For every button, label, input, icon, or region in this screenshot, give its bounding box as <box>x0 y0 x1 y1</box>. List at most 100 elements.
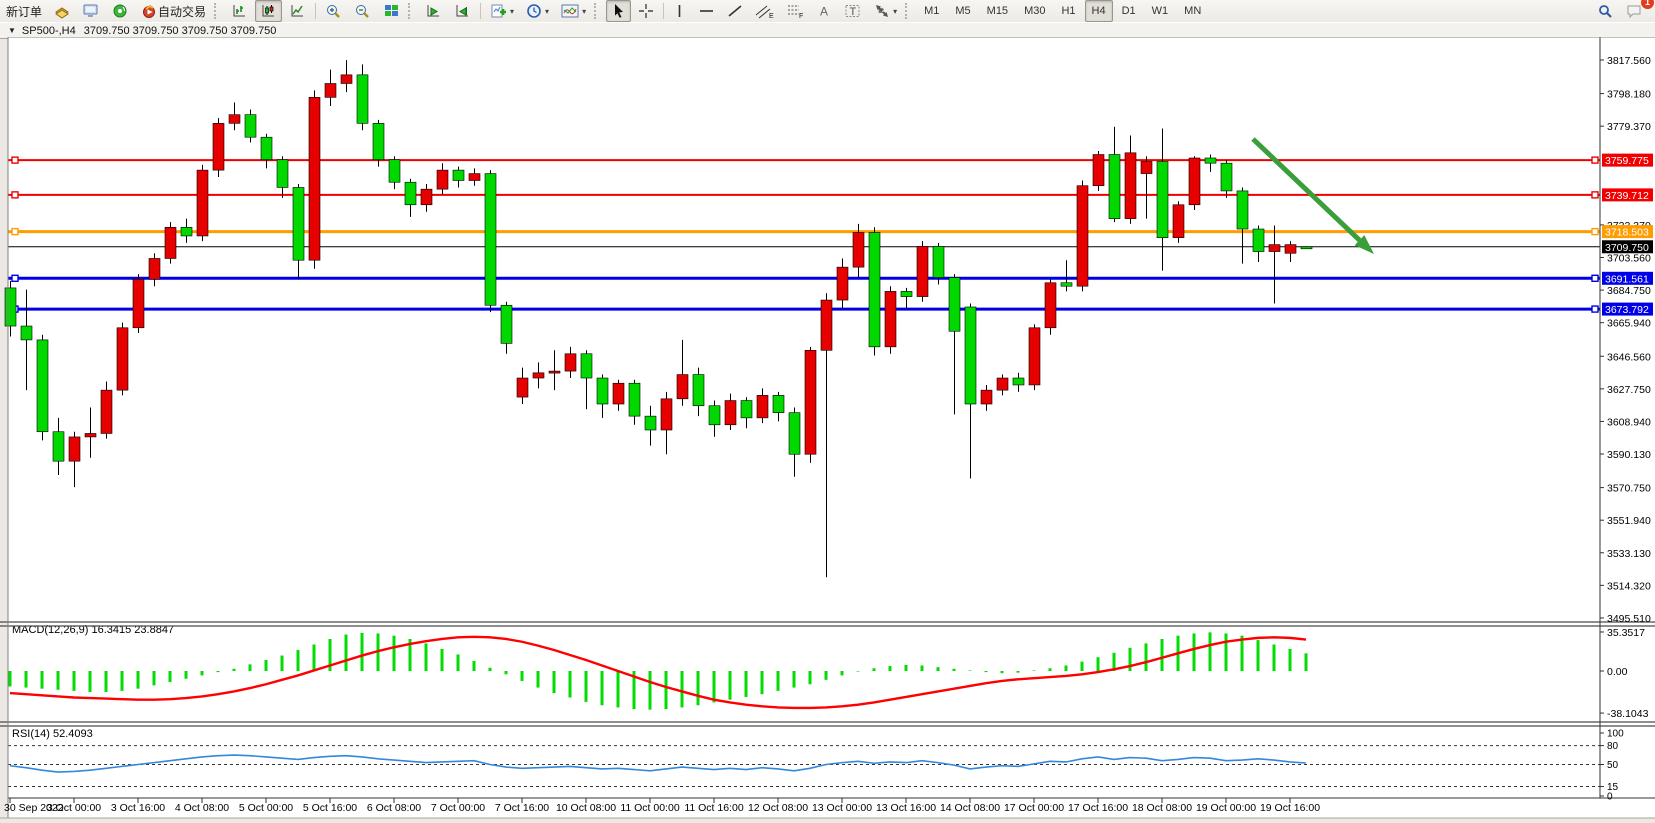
zoom-in-button[interactable] <box>320 0 347 22</box>
price-axis: 3817.5603798.1803779.3703722.3703703.560… <box>1600 55 1653 803</box>
zoom-out-icon <box>356 5 369 18</box>
price-level-label <box>1602 225 1653 239</box>
timeframe-h4[interactable]: H4 <box>1084 0 1113 22</box>
new-order-button[interactable]: 新订单 <box>1 0 47 22</box>
vertical-line-button[interactable] <box>668 0 691 22</box>
svg-text:30 Sep 2022: 30 Sep 2022 <box>4 802 64 814</box>
svg-text:12 Oct 08:00: 12 Oct 08:00 <box>748 802 808 814</box>
trend-arrow <box>1251 137 1362 243</box>
toolbar-grip <box>594 3 603 19</box>
timeframe-h1[interactable]: H1 <box>1061 5 1076 17</box>
autotrading-icon <box>143 4 156 18</box>
bar-chart-icon <box>233 5 246 17</box>
svg-text:3608.940: 3608.940 <box>1607 416 1651 428</box>
macd-panel <box>8 632 1308 710</box>
svg-text:3759.775: 3759.775 <box>1605 155 1649 167</box>
rsi-line <box>9 754 1307 773</box>
signals-button[interactable] <box>107 0 134 22</box>
trendline-button[interactable] <box>722 0 748 22</box>
toolbar-grip <box>408 3 417 19</box>
auto-scroll-button[interactable] <box>420 0 447 22</box>
notifications-button[interactable]: 1 <box>1621 0 1654 22</box>
crosshair-button[interactable] <box>633 0 659 22</box>
svg-text:5 Oct 00:00: 5 Oct 00:00 <box>239 802 293 814</box>
equidistant-channel-button[interactable]: E <box>750 0 779 22</box>
chart-symbol-label: SP500-,H4 <box>21 24 76 37</box>
search-icon <box>1599 5 1612 18</box>
timeframe-d1[interactable]: D1 <box>1121 5 1136 17</box>
metaeditor-button[interactable] <box>77 0 105 22</box>
gold-stack-icon <box>55 7 69 19</box>
timeframe-w1[interactable]: W1 <box>1151 5 1169 17</box>
cursor-icon <box>615 4 624 18</box>
crosshair-icon <box>639 4 654 18</box>
tile-windows-button[interactable] <box>378 0 405 22</box>
timeframe-m30[interactable]: M30 <box>1024 5 1046 17</box>
svg-text:3646.560: 3646.560 <box>1607 351 1651 363</box>
new-order-label: 新订单 <box>6 4 43 19</box>
svg-text:3551.940: 3551.940 <box>1607 515 1651 527</box>
toolbar-separator <box>315 3 317 19</box>
zoom-in-icon <box>327 5 340 18</box>
fibonacci-button[interactable]: F <box>781 0 810 22</box>
svg-text:T: T <box>850 6 857 18</box>
svg-text:3627.750: 3627.750 <box>1607 384 1651 396</box>
svg-text:50: 50 <box>1607 760 1619 771</box>
arrows-objects-button[interactable]: ▾ <box>869 0 902 22</box>
svg-text:7 Oct 16:00: 7 Oct 16:00 <box>495 802 549 814</box>
text-button[interactable]: A <box>812 0 837 22</box>
chevron-down-icon: ▾ <box>893 6 898 16</box>
price-level-label <box>1602 302 1653 316</box>
svg-text:7 Oct 00:00: 7 Oct 00:00 <box>431 802 485 814</box>
indicators-button[interactable]: ▾ <box>556 0 591 22</box>
toolbar-grip <box>214 3 223 19</box>
symbol-dropdown-icon[interactable]: ▼ <box>8 26 16 35</box>
svg-text:3590.130: 3590.130 <box>1607 449 1651 461</box>
main-toolbar: 新订单 自动交易 <box>0 0 1655 23</box>
svg-text:F: F <box>799 13 803 19</box>
svg-text:13 Oct 00:00: 13 Oct 00:00 <box>812 802 872 814</box>
svg-text:3665.940: 3665.940 <box>1607 318 1651 330</box>
chart-shift-icon <box>456 5 469 17</box>
metaeditor-icon <box>83 4 98 17</box>
price-level-label <box>1602 188 1653 202</box>
svg-text:E: E <box>769 13 774 19</box>
auto-scroll-icon <box>427 5 440 17</box>
timeframe-m15[interactable]: M15 <box>986 5 1009 17</box>
bar-chart-button[interactable] <box>226 0 253 22</box>
cursor-button[interactable] <box>606 0 632 22</box>
svg-text:14 Oct 08:00: 14 Oct 08:00 <box>940 802 1000 814</box>
timeframe-mn[interactable]: MN <box>1184 5 1202 17</box>
svg-text:3533.130: 3533.130 <box>1607 548 1651 560</box>
new-order-icon[interactable] <box>49 0 75 22</box>
price-level-label <box>1602 271 1653 285</box>
vertical-line-icon <box>678 5 681 17</box>
chat-bubble-icon <box>1627 5 1641 19</box>
text-label-icon: T <box>845 5 860 18</box>
timeframe-m5[interactable]: M5 <box>955 5 971 17</box>
timeframe-m1[interactable]: M1 <box>924 5 940 17</box>
autotrading-button[interactable]: 自动交易 <box>136 0 211 22</box>
profiles-button[interactable]: ▾ <box>521 0 554 22</box>
chart-shift-button[interactable] <box>449 0 476 22</box>
chart-canvas[interactable]: MACD(12,26,9) 16.3415 23.8847 RSI(14) 52.… <box>0 37 1655 823</box>
trend-arrow-head <box>1354 235 1374 254</box>
new-chart-button[interactable]: ▾ <box>485 0 519 22</box>
autotrading-label: 自动交易 <box>158 4 207 19</box>
svg-text:3718.503: 3718.503 <box>1605 227 1649 239</box>
horizontal-line-button[interactable] <box>693 0 720 22</box>
arrows-objects-icon <box>876 5 889 17</box>
candlestick-chart-button[interactable] <box>255 0 283 22</box>
svg-text:3691.561: 3691.561 <box>1605 273 1649 285</box>
svg-text:3570.750: 3570.750 <box>1607 483 1651 495</box>
svg-text:3817.560: 3817.560 <box>1607 55 1651 67</box>
text-label-button[interactable]: T <box>839 0 867 22</box>
svg-text:35.3517: 35.3517 <box>1607 627 1645 639</box>
search-button[interactable] <box>1592 0 1619 22</box>
svg-text:3798.180: 3798.180 <box>1607 89 1651 101</box>
candles <box>4 60 1313 578</box>
zoom-out-button[interactable] <box>349 0 376 22</box>
svg-text:19 Oct 16:00: 19 Oct 16:00 <box>1260 802 1320 814</box>
price-level-label <box>1602 153 1653 167</box>
line-chart-button[interactable] <box>284 0 311 22</box>
